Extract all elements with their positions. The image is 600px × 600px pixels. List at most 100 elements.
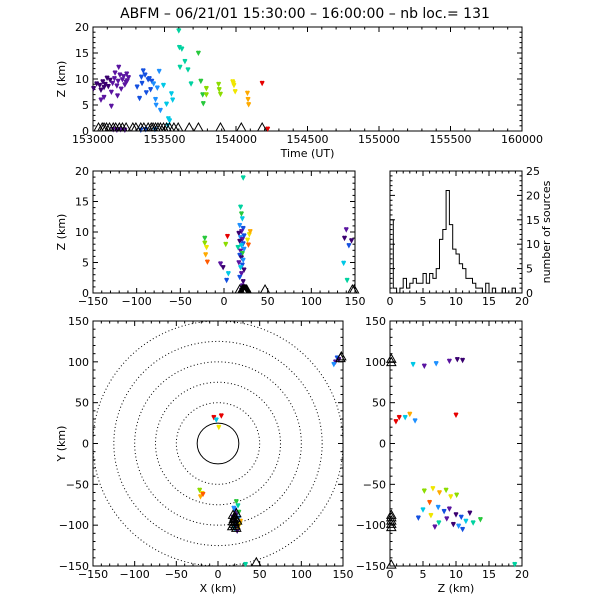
- time-height-point: [137, 95, 143, 102]
- x-height-point: [241, 246, 247, 253]
- x-height-point: [245, 242, 251, 248]
- x-height-point: [224, 277, 230, 284]
- height-y-point: [477, 517, 483, 523]
- z-histogram-ytick-label: 5: [526, 263, 533, 276]
- x-height-point: [218, 261, 223, 267]
- height-y-station-marker: [385, 559, 397, 569]
- x-height-point: [236, 260, 242, 266]
- x-height-ytick-label: 20: [75, 165, 89, 178]
- x-height-panel: −150 −100 −50 0 50 100 150 0 5 10 15 20 Z (km): [55, 165, 366, 308]
- time-height-point: [179, 46, 185, 52]
- time-height-point: [200, 101, 206, 107]
- x-height-point: [239, 211, 244, 217]
- plan-view-xtick-label: 0: [215, 568, 222, 581]
- x-height-xtick-label: 50: [261, 295, 275, 308]
- x-height-point: [241, 233, 247, 239]
- time-height-point: [246, 102, 252, 108]
- time-height-point: [114, 83, 120, 89]
- x-height-point: [247, 228, 253, 235]
- height-y-point: [407, 411, 413, 418]
- height-y-point: [428, 512, 434, 519]
- time-height-station-marker: [235, 121, 247, 132]
- x-height-xtick-label: 150: [345, 295, 366, 308]
- time-height-point: [177, 64, 183, 71]
- time-height-point: [195, 50, 201, 57]
- x-height-point: [238, 204, 244, 211]
- x-height-station-marker: [348, 283, 360, 294]
- height-y-point: [512, 561, 518, 568]
- plan-view-point: [200, 491, 206, 498]
- plan-view-range-ring: [134, 361, 302, 526]
- time-height-ytick-label: 15: [75, 47, 89, 60]
- time-height-point: [110, 80, 116, 87]
- x-height-point: [203, 252, 209, 258]
- height-y-ytick-label: 150: [365, 315, 386, 328]
- x-height-point: [240, 257, 246, 264]
- height-y-station-marker: [385, 521, 397, 532]
- x-height-point: [239, 255, 244, 261]
- plan-view-ylabel: Y (km): [55, 426, 68, 463]
- plan-view-range-ring: [155, 381, 281, 506]
- height-y-panel: 0 5 10 15 20 −150 −100 −50 0 50 100 150 Z (km): [356, 315, 529, 595]
- plan-view-panel: −150 −100 −50 0 50 100 150 −150 −100 −50 0 50 100 150…: [55, 315, 354, 595]
- x-height-point: [245, 237, 251, 243]
- time-height-point: [121, 73, 127, 80]
- height-y-point: [421, 363, 427, 369]
- x-height-point: [235, 244, 241, 251]
- time-height-point: [111, 76, 117, 82]
- height-y-point: [458, 514, 464, 521]
- x-height-point: [241, 267, 247, 273]
- x-height-point: [239, 216, 245, 222]
- x-height-point: [239, 250, 245, 257]
- x-height-point: [240, 225, 246, 232]
- time-height-point: [97, 82, 103, 89]
- time-height-ytick-label: 10: [75, 73, 89, 86]
- height-y-point: [444, 516, 450, 522]
- time-height-point: [115, 93, 120, 99]
- z-histogram-ytick-label: 20: [526, 189, 540, 202]
- height-y-point: [402, 414, 408, 421]
- x-height-point: [341, 260, 347, 267]
- height-y-point: [463, 518, 469, 525]
- plan-view-station-marker: [227, 515, 239, 526]
- height-y-ytick-label: 100: [365, 356, 386, 369]
- x-height-xtick-label: −50: [169, 295, 192, 308]
- time-height-point: [98, 97, 104, 103]
- height-y-point: [460, 357, 466, 364]
- x-height-point: [239, 262, 245, 268]
- time-height-point: [153, 96, 158, 103]
- time-height-point: [230, 80, 236, 87]
- plan-view-ytick-label: 150: [68, 315, 89, 328]
- time-height-point: [176, 28, 182, 34]
- time-height-point: [101, 94, 107, 101]
- time-height-point: [117, 72, 123, 78]
- height-y-xlabel: Z (km): [438, 582, 475, 595]
- z-histogram-ytick-label: 25: [526, 165, 540, 178]
- time-height-point: [124, 71, 130, 77]
- height-y-point: [453, 512, 459, 518]
- plan-view-point: [197, 487, 203, 494]
- time-height-point: [244, 90, 250, 97]
- x-height-point: [343, 227, 349, 233]
- height-y-point: [412, 418, 418, 424]
- x-height-ytick-label: 10: [75, 226, 89, 239]
- x-height-point: [238, 248, 244, 254]
- x-height-ytick-label: 5: [82, 257, 89, 270]
- height-y-point: [450, 521, 456, 528]
- x-height-point: [344, 277, 350, 284]
- time-height-station-marker: [172, 121, 184, 132]
- x-height-point: [349, 238, 354, 244]
- x-height-point: [239, 242, 244, 249]
- height-y-station-marker: [385, 353, 397, 363]
- x-height-point: [204, 259, 210, 265]
- time-height-point: [138, 74, 144, 80]
- time-height-point: [108, 103, 114, 110]
- time-height-point: [102, 81, 108, 88]
- time-height-point: [126, 75, 132, 81]
- x-height-xtick-label: −100: [122, 295, 152, 308]
- time-height-point: [245, 96, 251, 103]
- time-height-point: [182, 58, 188, 65]
- time-height-point: [153, 102, 159, 109]
- x-height-point: [202, 240, 208, 247]
- time-height-xtick-label: 154500: [287, 133, 329, 146]
